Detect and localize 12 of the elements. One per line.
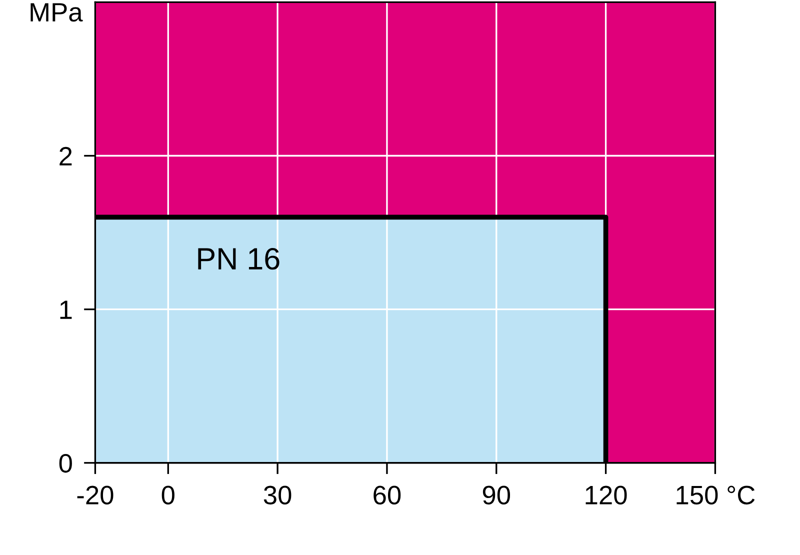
x-tick-label: 0 [162, 486, 174, 504]
x-tick-label: 120 [586, 486, 627, 504]
series-label: PN 16 [198, 248, 280, 270]
y-tick-label: 1 [60, 300, 72, 319]
x-tick-label: 30 [264, 486, 292, 504]
x-tick-label: 90 [482, 486, 510, 504]
x-tick-label: 60 [374, 486, 401, 504]
y-tick-label: 2 [60, 146, 72, 166]
x-tick-label: 150 °C [676, 486, 755, 504]
x-tick-label: -20 [77, 486, 114, 504]
y-axis-title: MPa [30, 3, 83, 22]
y-tick-label: 0 [59, 454, 72, 473]
